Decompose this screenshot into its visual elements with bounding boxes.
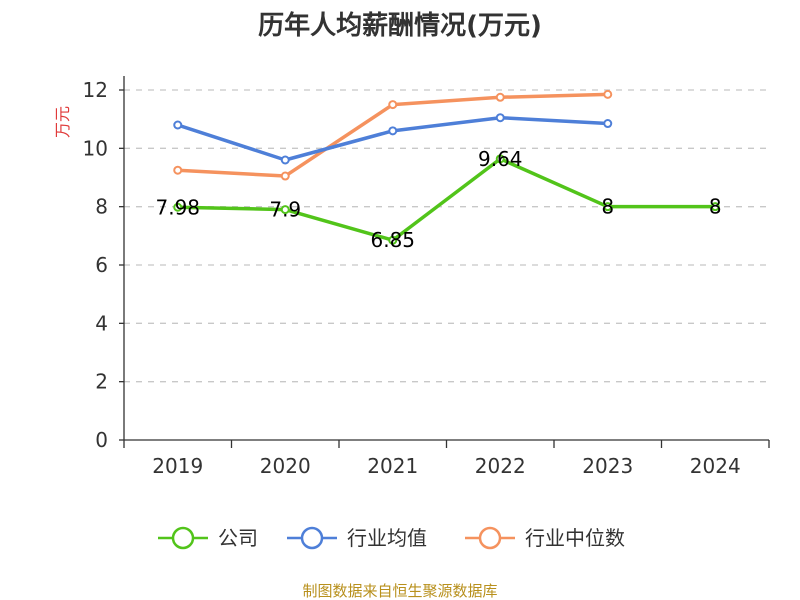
data-point xyxy=(495,154,505,164)
data-label: 8 xyxy=(709,195,722,219)
data-point xyxy=(710,202,720,212)
y-tick-label: 10 xyxy=(83,136,108,160)
data-labels: 7.98 7.9 6.85 9.64 8 8 xyxy=(155,147,721,252)
axes: 0 2 4 6 8 10 12 2019 2020 2021 2022 2023 2024 xyxy=(83,76,770,478)
y-tick-label: 0 xyxy=(95,428,108,452)
data-point xyxy=(603,89,613,99)
x-tick-label: 2022 xyxy=(475,454,526,478)
data-label: 8 xyxy=(601,195,614,219)
data-label: 6.85 xyxy=(370,228,415,252)
data-label: 9.64 xyxy=(478,147,523,171)
data-point xyxy=(603,119,613,129)
y-tick-label: 4 xyxy=(95,311,108,335)
data-point xyxy=(280,155,290,165)
data-label: 7.98 xyxy=(155,195,200,219)
legend-marker xyxy=(478,526,502,550)
data-point xyxy=(388,126,398,136)
data-point xyxy=(280,171,290,181)
chart-title: 历年人均薪酬情况(万元) xyxy=(258,10,542,41)
legend[interactable]: 公司 行业均值 行业中位数 xyxy=(158,526,625,550)
series-line xyxy=(177,115,608,162)
x-tick-label: 2019 xyxy=(152,454,203,478)
data-point xyxy=(388,100,398,110)
series-group xyxy=(173,89,720,245)
data-point xyxy=(173,165,183,175)
legend-marker xyxy=(171,526,195,550)
y-tick-label: 6 xyxy=(95,253,108,277)
data-point xyxy=(603,202,613,212)
x-tick-label: 2024 xyxy=(690,454,741,478)
x-tick-label: 2020 xyxy=(260,454,311,478)
legend-label[interactable]: 公司 xyxy=(218,526,258,550)
source-note: 制图数据来自恒生聚源数据库 xyxy=(302,582,497,600)
series-line xyxy=(177,157,716,242)
x-tick-label: 2023 xyxy=(582,454,633,478)
legend-label[interactable]: 行业均值 xyxy=(347,526,427,550)
data-point xyxy=(495,113,505,123)
data-point xyxy=(173,202,183,212)
y-tick-label: 12 xyxy=(83,78,108,102)
legend-label[interactable]: 行业中位数 xyxy=(525,526,625,550)
y-axis-label: 万元 xyxy=(53,106,72,138)
data-point xyxy=(173,120,183,130)
grid xyxy=(124,89,769,383)
data-point xyxy=(495,92,505,102)
y-tick-label: 8 xyxy=(95,195,108,219)
legend-marker xyxy=(300,526,324,550)
y-tick-label: 2 xyxy=(95,370,108,394)
x-tick-label: 2021 xyxy=(367,454,418,478)
data-point xyxy=(388,235,398,245)
data-point xyxy=(280,205,290,215)
data-label: 7.9 xyxy=(269,198,301,222)
